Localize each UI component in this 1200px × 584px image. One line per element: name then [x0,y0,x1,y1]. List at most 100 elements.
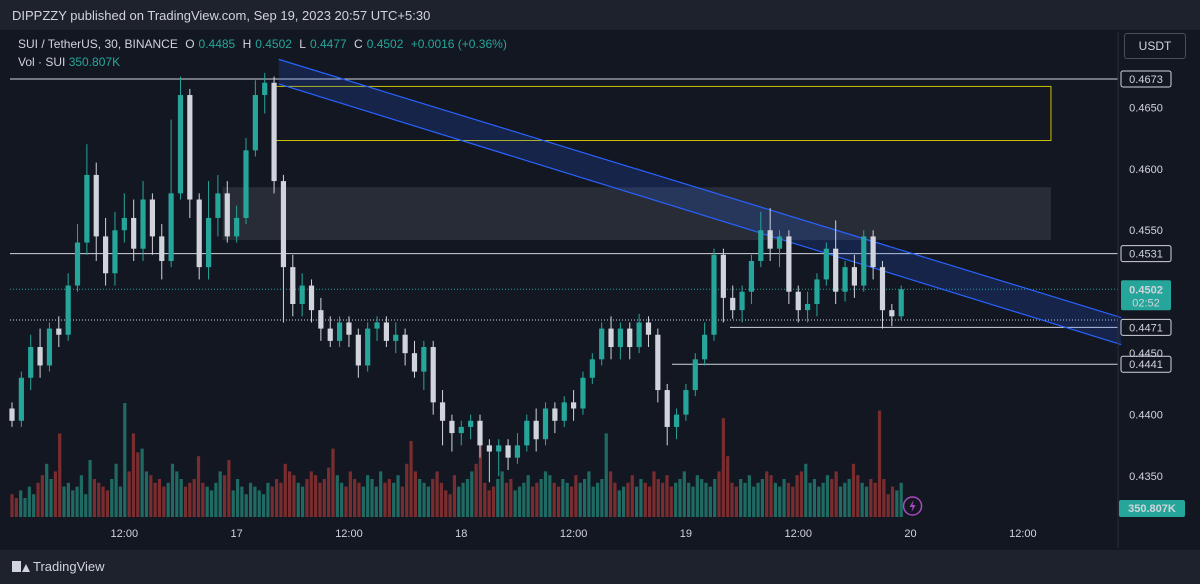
volume-bar [162,486,166,517]
candle-body [290,267,296,305]
volume-bar [214,482,218,517]
candle-body [374,322,380,329]
candle [271,76,277,194]
candle [542,402,549,446]
volume-bar [665,475,669,517]
high-label: H [242,37,252,51]
volume-bar [66,482,70,517]
volume-bar [105,490,110,517]
candle [74,224,81,292]
symbol-name[interactable]: SUI / TetherUS, 30, BINANCE [18,37,178,51]
candle [430,340,436,415]
volume-bar [834,471,838,517]
volume-bar [743,482,747,517]
candle-body [805,304,811,311]
candle [439,390,446,446]
candle [786,230,792,305]
candle-body [655,334,661,391]
volume-bar [379,471,383,517]
y-tick-label: 0.4350 [1129,471,1163,483]
candle-body [318,310,324,329]
volume-bar [292,475,296,517]
volume-bar [500,471,504,517]
volume-bar [253,486,257,517]
candle [505,439,511,470]
volume-bar [62,486,66,517]
volume-bar [14,498,18,517]
volume-bar [123,403,127,517]
candle-body [262,82,268,96]
change-value: +0.0016 (+0.36%) [410,37,507,51]
volume-bar [205,486,209,517]
volume-bar [543,471,548,517]
volume-bar [201,482,205,517]
candle [337,316,343,348]
volume-bar [804,463,808,517]
volume-bar [517,486,522,517]
volume-label[interactable]: Vol · SUI [18,55,66,69]
volume-bar [700,479,704,517]
volume-bar [118,486,123,517]
candle-body [758,230,764,261]
candle [112,211,118,286]
volume-bar [465,479,470,517]
volume-bar [877,410,882,517]
candle-body [346,322,352,335]
volume-bar [595,482,600,517]
candle-body [748,260,755,292]
low-label: L [299,37,306,51]
candle-body [93,174,99,237]
volume-bar [817,486,821,517]
candle [496,439,502,477]
candle [683,383,689,421]
candle [196,193,202,280]
candle-body [627,328,633,348]
volume-bar [296,482,300,517]
candle [121,193,127,243]
volume-bar [23,498,27,517]
volume-bar [331,448,335,517]
volume-bar [235,479,240,517]
volume-bar [192,479,196,517]
volume-bar [27,486,31,517]
volume-bar [92,479,97,517]
volume-bar [387,479,391,517]
candle-body [879,267,886,311]
volume-bar [157,479,162,517]
volume-bar [426,486,431,517]
candle-body [215,193,221,218]
volume-bar [49,479,53,517]
candle-body [645,322,652,335]
volume-bar [71,490,75,517]
candle-body [365,328,371,366]
candle-body [673,414,680,427]
candle-body [149,199,155,237]
candle [383,316,389,348]
volume-bar [617,490,621,517]
y-axis: 0.4673 0.4531 0.4471 0.4441 0.4650 0.4600 0.45… [1117,32,1185,548]
volume-bar [656,479,660,517]
candle-body [402,334,408,354]
tradingview-logo[interactable]: TradingView [12,559,105,574]
hline-price-label: 0.4441 [1129,359,1163,371]
volume-bar [36,482,40,517]
candle [589,353,595,384]
candle-body [28,347,34,378]
candle-body [561,402,567,421]
candle-body [533,420,539,440]
volume-bar [522,482,526,517]
volume-bar [856,475,860,517]
volume-bar [153,482,157,517]
currency-button[interactable]: USDT [1124,33,1186,59]
volume-value: 350.807K [68,55,121,69]
volume-bar [678,479,682,517]
volume-bar [791,486,795,517]
volume-bar [704,482,708,517]
volume-bar [769,475,773,517]
volume-bar [669,486,673,517]
candle [103,217,109,286]
volume-bar [188,482,192,517]
volume-bar [322,479,326,517]
candle-body [571,402,577,409]
